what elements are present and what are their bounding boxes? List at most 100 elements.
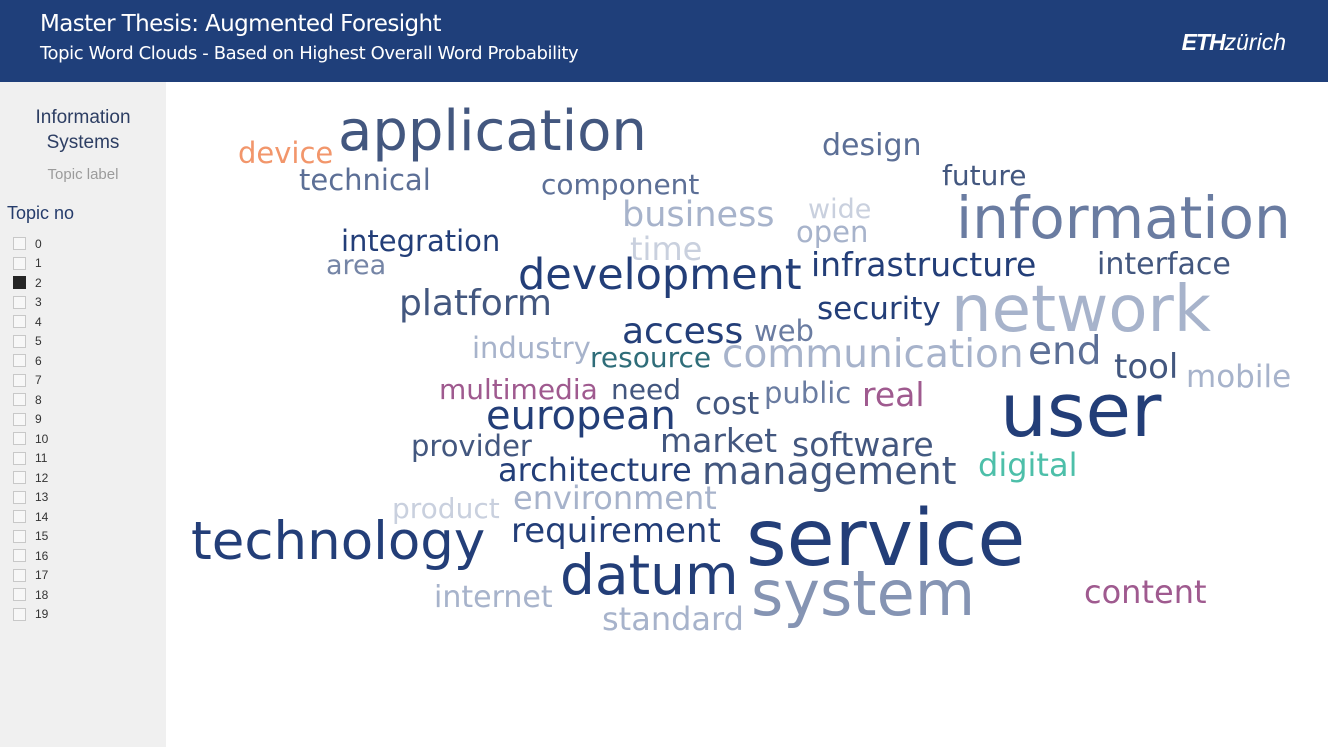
topic-checkbox-9[interactable]: 9 (13, 410, 48, 430)
checkbox-icon[interactable] (13, 256, 26, 270)
topic-checkbox-11[interactable]: 11 (13, 449, 48, 469)
topic-checkbox-4[interactable]: 4 (13, 312, 48, 332)
topic-checkbox-7[interactable]: 7 (13, 371, 48, 391)
topic-checkbox-10[interactable]: 10 (13, 429, 48, 449)
cloud-word-mobile[interactable]: mobile (1186, 359, 1292, 395)
cloud-word-future[interactable]: future (942, 159, 1027, 192)
cloud-word-time[interactable]: time (630, 230, 703, 268)
cloud-word-security[interactable]: security (817, 291, 941, 327)
cloud-word-real[interactable]: real (862, 375, 925, 414)
topic-checkbox-16[interactable]: 16 (13, 546, 48, 566)
cloud-word-standard[interactable]: standard (602, 600, 744, 638)
topic-checkbox-6[interactable]: 6 (13, 351, 48, 371)
cloud-word-software[interactable]: software (792, 425, 934, 464)
cloud-word-management[interactable]: management (702, 449, 957, 493)
topic-number-label: 17 (35, 568, 49, 583)
topic-number-label: 3 (35, 295, 42, 310)
cloud-word-service[interactable]: service (746, 494, 1026, 584)
cloud-word-technical[interactable]: technical (299, 163, 431, 197)
cloud-word-need[interactable]: need (611, 373, 681, 406)
cloud-word-datum[interactable]: datum (560, 543, 739, 607)
checkbox-icon[interactable] (13, 451, 26, 465)
topic-checkbox-5[interactable]: 5 (13, 332, 48, 352)
topic-number-label: 19 (35, 607, 49, 622)
cloud-word-device[interactable]: device (238, 136, 334, 170)
cloud-word-internet[interactable]: internet (434, 580, 553, 615)
cloud-word-wide[interactable]: wide (808, 194, 872, 225)
cloud-word-environment[interactable]: environment (513, 479, 717, 517)
cloud-word-content[interactable]: content (1084, 573, 1207, 611)
checkbox-icon[interactable] (13, 529, 26, 543)
topic-number-label: 18 (35, 587, 49, 602)
topic-checkbox-2[interactable]: 2 (13, 273, 48, 293)
cloud-word-provider[interactable]: provider (411, 429, 532, 463)
checkbox-icon[interactable] (13, 276, 26, 290)
topic-number-label: 9 (35, 412, 42, 427)
cloud-word-open[interactable]: open (796, 215, 869, 249)
cloud-word-cost[interactable]: cost (695, 386, 760, 422)
topic-number-label: 5 (35, 334, 42, 349)
topic-checkbox-14[interactable]: 14 (13, 507, 48, 527)
cloud-word-user[interactable]: user (1000, 368, 1162, 454)
cloud-word-infrastructure[interactable]: infrastructure (811, 245, 1037, 284)
cloud-word-tool[interactable]: tool (1114, 347, 1179, 387)
cloud-word-european[interactable]: european (486, 393, 676, 439)
checkbox-icon[interactable] (13, 471, 26, 485)
checkbox-icon[interactable] (13, 568, 26, 582)
topic-checkbox-8[interactable]: 8 (13, 390, 48, 410)
cloud-word-integration[interactable]: integration (341, 224, 501, 258)
topic-checkbox-1[interactable]: 1 (13, 254, 48, 274)
cloud-word-communication[interactable]: communication (722, 332, 1024, 377)
cloud-word-technology[interactable]: technology (191, 511, 486, 572)
cloud-word-digital[interactable]: digital (978, 446, 1078, 484)
cloud-word-development[interactable]: development (518, 250, 802, 300)
topic-number-label: 8 (35, 392, 42, 407)
topic-checkbox-12[interactable]: 12 (13, 468, 48, 488)
word-cloud: application device technical design future co… (166, 82, 1328, 747)
cloud-word-industry[interactable]: industry (472, 331, 591, 365)
checkbox-icon[interactable] (13, 412, 26, 426)
checkbox-icon[interactable] (13, 237, 26, 251)
cloud-word-resource[interactable]: resource (590, 341, 712, 374)
cloud-word-network[interactable]: network (951, 273, 1211, 347)
checkbox-icon[interactable] (13, 373, 26, 387)
cloud-word-web[interactable]: web (754, 314, 814, 348)
topic-no-slicer-title: Topic no (7, 203, 75, 223)
cloud-word-area[interactable]: area (326, 250, 387, 281)
checkbox-icon[interactable] (13, 393, 26, 407)
cloud-word-platform[interactable]: platform (399, 283, 552, 324)
topic-checkbox-13[interactable]: 13 (13, 488, 48, 508)
checkbox-icon[interactable] (13, 315, 26, 329)
topic-checkbox-18[interactable]: 18 (13, 585, 48, 605)
cloud-word-public[interactable]: public (764, 376, 852, 410)
cloud-word-information[interactable]: information (956, 184, 1291, 252)
cloud-word-market[interactable]: market (660, 421, 778, 460)
cloud-word-application[interactable]: application (338, 99, 647, 164)
cloud-word-end[interactable]: end (1028, 329, 1102, 374)
checkbox-icon[interactable] (13, 490, 26, 504)
cloud-word-multimedia[interactable]: multimedia (439, 373, 598, 406)
topic-checkbox-15[interactable]: 15 (13, 527, 48, 547)
cloud-word-access[interactable]: access (622, 311, 744, 352)
checkbox-icon[interactable] (13, 432, 26, 446)
topic-checkbox-3[interactable]: 3 (13, 293, 48, 313)
checkbox-icon[interactable] (13, 510, 26, 524)
topic-checkbox-19[interactable]: 19 (13, 605, 48, 625)
sidebar: Information Systems Topic label Topic no… (0, 82, 166, 747)
cloud-word-design[interactable]: design (822, 128, 922, 163)
topic-checkbox-0[interactable]: 0 (13, 234, 48, 254)
cloud-word-requirement[interactable]: requirement (511, 511, 721, 551)
cloud-word-architecture[interactable]: architecture (498, 451, 692, 489)
checkbox-icon[interactable] (13, 588, 26, 602)
cloud-word-interface[interactable]: interface (1097, 247, 1231, 282)
checkbox-icon[interactable] (13, 354, 26, 368)
checkbox-icon[interactable] (13, 607, 26, 621)
cloud-word-business[interactable]: business (622, 195, 775, 235)
checkbox-icon[interactable] (13, 549, 26, 563)
cloud-word-product[interactable]: product (392, 492, 500, 525)
cloud-word-system[interactable]: system (751, 557, 976, 630)
checkbox-icon[interactable] (13, 295, 26, 309)
topic-checkbox-17[interactable]: 17 (13, 566, 48, 586)
cloud-word-component[interactable]: component (541, 168, 700, 201)
checkbox-icon[interactable] (13, 334, 26, 348)
